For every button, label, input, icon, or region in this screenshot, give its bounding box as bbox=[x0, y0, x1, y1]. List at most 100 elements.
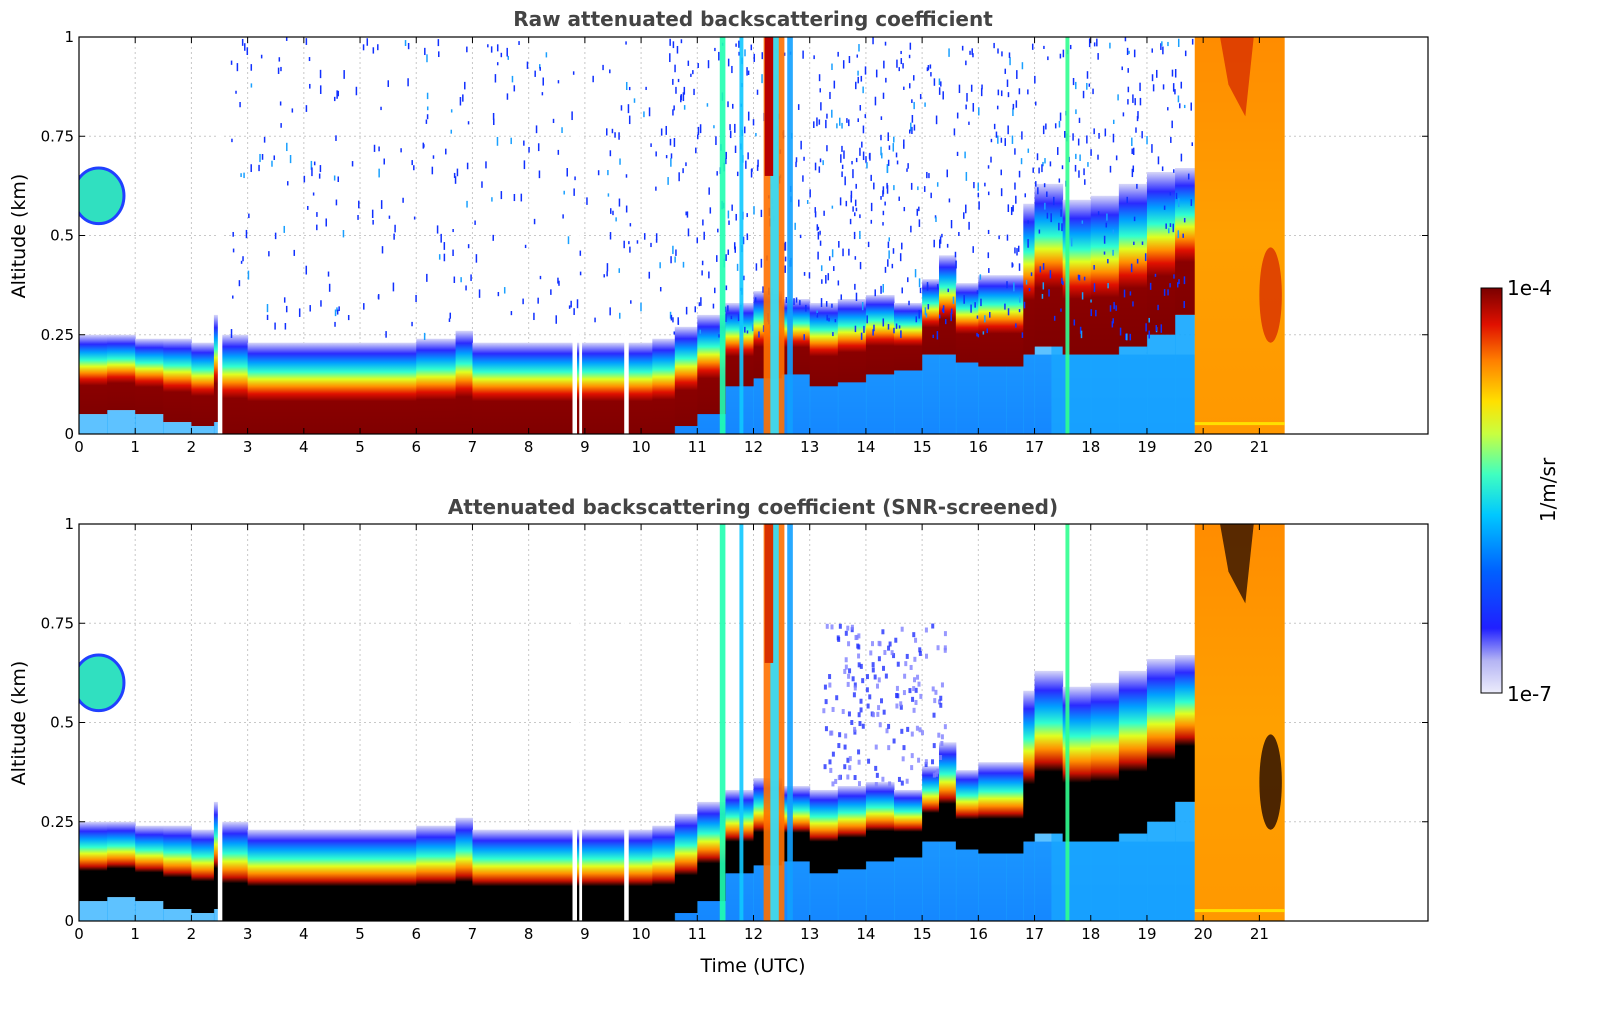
noise-speckle bbox=[915, 316, 918, 323]
noise-speckle bbox=[864, 66, 867, 75]
noise-speckle bbox=[893, 136, 895, 143]
noise-speckle bbox=[523, 140, 525, 146]
screened-speckle bbox=[857, 749, 861, 755]
noise-speckle bbox=[964, 151, 966, 159]
noise-speckle bbox=[761, 52, 764, 60]
noise-speckle bbox=[884, 266, 887, 273]
noise-speckle bbox=[240, 173, 242, 177]
noise-speckle bbox=[1151, 48, 1153, 53]
noise-speckle bbox=[305, 265, 308, 275]
noise-speckle bbox=[1136, 183, 1138, 189]
noise-speckle bbox=[305, 38, 308, 45]
noise-speckle bbox=[814, 162, 817, 171]
noise-speckle bbox=[813, 55, 815, 60]
noise-speckle bbox=[972, 246, 974, 253]
noise-speckle bbox=[1129, 291, 1132, 296]
noise-speckle bbox=[318, 173, 321, 179]
noise-speckle bbox=[1074, 164, 1077, 172]
noise-speckle bbox=[845, 200, 848, 207]
boundary-layer-segment bbox=[584, 342, 614, 434]
noise-speckle bbox=[882, 210, 885, 216]
noise-speckle bbox=[976, 290, 979, 294]
noise-speckle bbox=[562, 214, 564, 219]
noise-speckle bbox=[1069, 44, 1072, 50]
noise-speckle bbox=[825, 275, 827, 284]
noise-speckle bbox=[1134, 98, 1136, 106]
noise-speckle bbox=[997, 89, 1000, 96]
noise-speckle bbox=[628, 115, 631, 125]
noise-speckle bbox=[842, 248, 844, 257]
noise-speckle bbox=[335, 135, 337, 141]
near-surface-segment bbox=[191, 426, 215, 434]
noise-speckle bbox=[603, 274, 605, 278]
noise-speckle bbox=[837, 280, 840, 286]
noise-speckle bbox=[496, 136, 499, 146]
noise-speckle bbox=[235, 90, 237, 94]
screened-speckle bbox=[880, 698, 884, 704]
noise-speckle bbox=[283, 225, 286, 233]
noise-speckle bbox=[872, 37, 874, 45]
noise-speckle bbox=[1133, 241, 1135, 245]
noise-speckle bbox=[995, 131, 998, 138]
noise-speckle bbox=[1020, 158, 1023, 165]
near-surface-segment bbox=[674, 426, 698, 434]
noise-speckle bbox=[643, 233, 646, 240]
y-tick-label: 1 bbox=[64, 28, 74, 46]
noise-speckle bbox=[659, 262, 661, 269]
noise-speckle bbox=[1098, 132, 1100, 139]
screened-speckle bbox=[899, 701, 903, 707]
screened-speckle bbox=[877, 705, 881, 711]
noise-speckle bbox=[899, 253, 902, 262]
noise-speckle bbox=[411, 160, 413, 166]
x-tick-label: 8 bbox=[524, 438, 534, 456]
noise-speckle bbox=[1177, 282, 1179, 288]
screened-speckle bbox=[828, 674, 832, 680]
noise-speckle bbox=[283, 297, 286, 303]
noise-speckle bbox=[625, 81, 628, 90]
boundary-layer-segment bbox=[219, 334, 249, 434]
noise-speckle bbox=[918, 278, 921, 288]
noise-speckle bbox=[393, 233, 395, 240]
noise-speckle bbox=[980, 88, 983, 97]
noise-speckle bbox=[669, 138, 672, 146]
screened-speckle bbox=[852, 692, 856, 698]
noise-speckle bbox=[1078, 274, 1081, 281]
screened-speckle bbox=[932, 712, 936, 718]
noise-speckle bbox=[892, 248, 895, 254]
noise-speckle bbox=[909, 42, 912, 50]
panel-raw: Raw attenuated backscattering coefficien… bbox=[8, 7, 1429, 456]
noise-speckle bbox=[1161, 166, 1164, 172]
boundary-layer-segment bbox=[107, 821, 136, 898]
noise-speckle bbox=[862, 86, 864, 94]
noise-speckle bbox=[1070, 237, 1073, 247]
noise-speckle bbox=[563, 190, 565, 195]
noise-speckle bbox=[918, 206, 920, 212]
noise-speckle bbox=[828, 256, 831, 261]
noise-speckle bbox=[883, 60, 885, 69]
noise-speckle bbox=[1127, 68, 1129, 73]
noise-speckle bbox=[466, 46, 468, 53]
noise-speckle bbox=[724, 306, 727, 313]
noise-speckle bbox=[794, 222, 796, 230]
noise-speckle bbox=[725, 285, 728, 291]
noise-speckle bbox=[827, 273, 830, 281]
noise-speckle bbox=[737, 313, 740, 322]
noise-speckle bbox=[1064, 130, 1066, 138]
noise-speckle bbox=[1060, 209, 1062, 217]
noise-speckle bbox=[236, 63, 239, 72]
noise-speckle bbox=[939, 236, 942, 244]
noise-speckle bbox=[1174, 89, 1176, 95]
noise-speckle bbox=[1081, 292, 1084, 300]
x-tick-label: 1 bbox=[130, 925, 140, 943]
noise-speckle bbox=[231, 138, 233, 143]
noise-speckle bbox=[1061, 223, 1063, 232]
noise-speckle bbox=[310, 160, 313, 170]
near-surface-segment bbox=[922, 354, 940, 434]
y-tick-label: 0.75 bbox=[41, 614, 74, 632]
screened-speckle bbox=[901, 756, 905, 762]
noise-speckle bbox=[1092, 88, 1094, 95]
noise-speckle bbox=[1027, 239, 1029, 248]
boundary-layer-segment bbox=[584, 829, 614, 921]
noise-speckle bbox=[659, 287, 662, 292]
cloud-dense-patch bbox=[1259, 247, 1282, 343]
